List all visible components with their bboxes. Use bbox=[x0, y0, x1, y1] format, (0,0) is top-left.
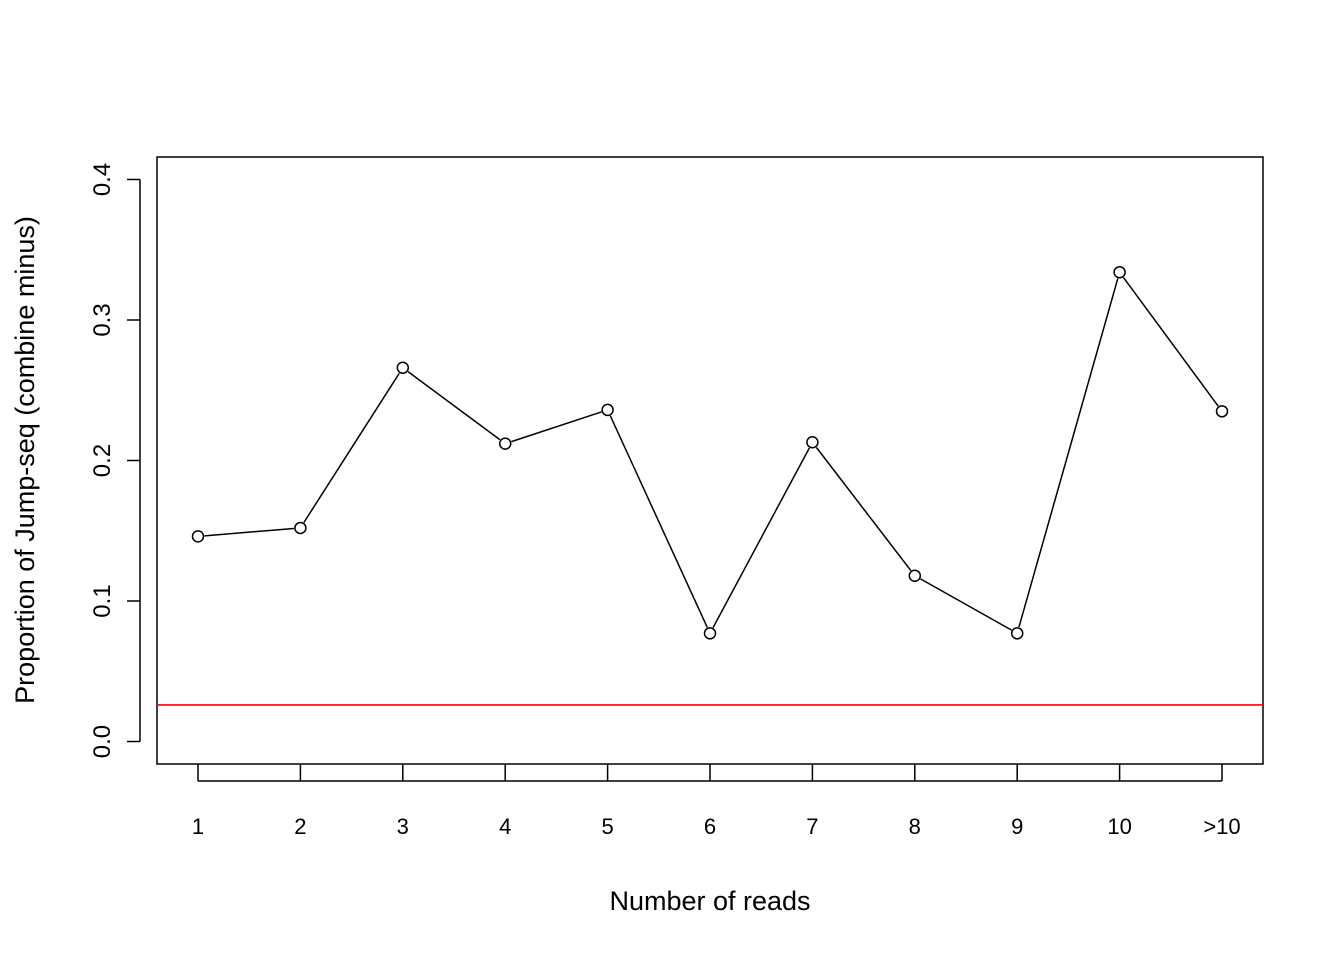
data-point bbox=[601, 403, 614, 417]
data-point bbox=[294, 521, 307, 535]
data-point bbox=[498, 437, 512, 450]
data-point bbox=[396, 361, 410, 375]
series-segment bbox=[815, 446, 912, 572]
x-tick-label: >10 bbox=[1203, 814, 1240, 839]
series-segment bbox=[1018, 278, 1119, 628]
data-point bbox=[191, 530, 205, 543]
series-segment bbox=[712, 447, 810, 628]
data-point bbox=[1215, 405, 1229, 418]
x-tick-label: 2 bbox=[294, 814, 306, 839]
series-segment bbox=[609, 415, 708, 628]
x-axis-title: Number of reads bbox=[609, 886, 810, 916]
x-tick-label: 5 bbox=[601, 814, 613, 839]
y-tick-label: 0.0 bbox=[89, 725, 116, 758]
y-axis-title: Proportion of Jump-seq (combine minus) bbox=[10, 216, 40, 704]
plot-frame bbox=[156, 156, 1264, 765]
data-point bbox=[806, 435, 819, 449]
data-point bbox=[1010, 627, 1024, 640]
x-tick-label: 8 bbox=[909, 814, 921, 839]
series-layer bbox=[191, 265, 1229, 640]
x-tick-label: 10 bbox=[1107, 814, 1131, 839]
x-tick-label: 7 bbox=[806, 814, 818, 839]
series-segment bbox=[511, 411, 602, 443]
data-point bbox=[908, 569, 922, 582]
series-segment bbox=[407, 371, 501, 441]
x-tick-label: 4 bbox=[499, 814, 511, 839]
y-tick-label: 0.3 bbox=[89, 303, 116, 336]
x-axis: 1 2 3 4 5 6 7 8 9 10 >10 bbox=[192, 764, 1241, 839]
x-tick-label: 3 bbox=[397, 814, 409, 839]
series-segment bbox=[920, 578, 1012, 631]
series-segment bbox=[204, 527, 294, 537]
x-tick-label: 9 bbox=[1011, 814, 1023, 839]
series-segment bbox=[1122, 277, 1219, 407]
x-tick-label: 1 bbox=[192, 814, 204, 839]
data-point bbox=[703, 627, 717, 640]
series-segment bbox=[303, 372, 400, 523]
y-axis: 0.0 0.1 0.2 0.3 0.4 bbox=[89, 163, 141, 758]
x-tick-label: 6 bbox=[704, 814, 716, 839]
data-point bbox=[1113, 265, 1126, 279]
y-tick-label: 0.4 bbox=[89, 163, 116, 196]
y-tick-label: 0.1 bbox=[89, 584, 116, 617]
y-tick-label: 0.2 bbox=[89, 444, 116, 477]
